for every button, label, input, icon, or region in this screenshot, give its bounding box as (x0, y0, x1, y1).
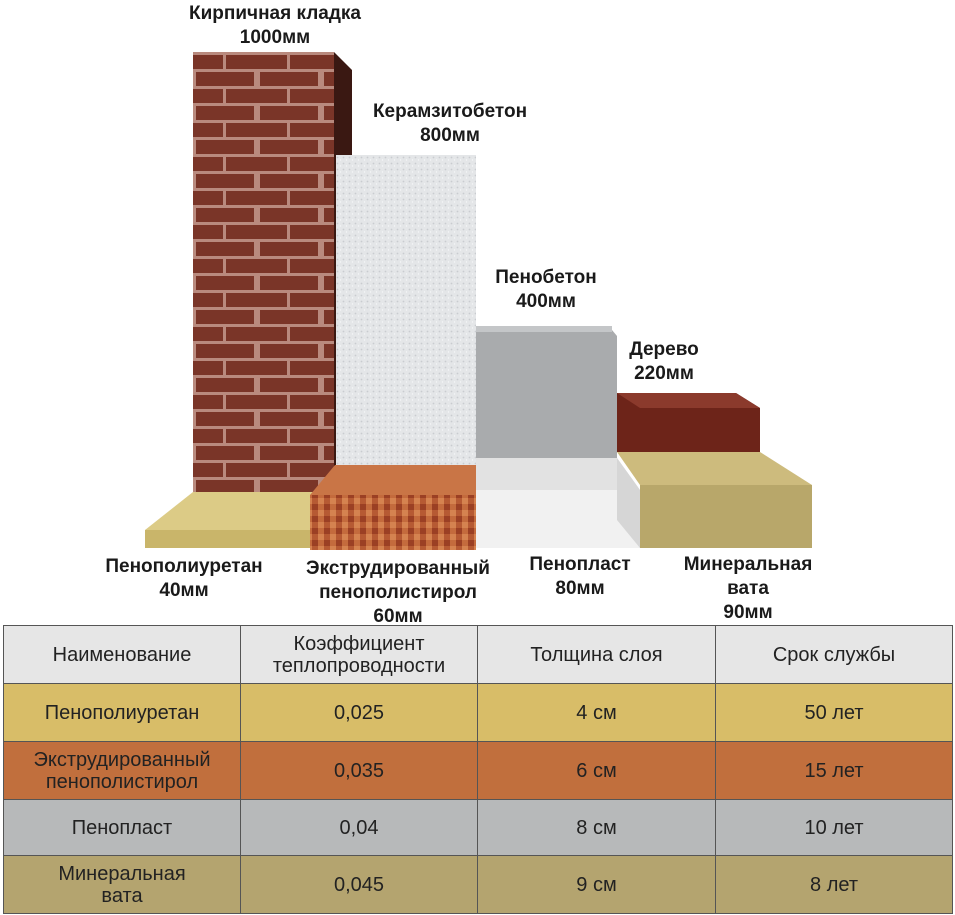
cell-life: 15 лет (715, 741, 953, 800)
cell-life: 50 лет (715, 683, 953, 742)
cell-thickness: 4 см (477, 683, 716, 742)
table-header-row: Наименование Коэффициент теплопроводност… (3, 625, 953, 684)
header-life: Срок службы (715, 625, 953, 684)
brick-masonry-block (193, 52, 352, 492)
label-eps-name-1: Экструдированный (306, 558, 490, 579)
label-minvata: Минеральная вата 90мм (666, 553, 830, 625)
header-coef: Коэффициент теплопроводности (240, 625, 478, 684)
materials-table: Наименование Коэффициент теплопроводност… (3, 625, 953, 914)
cell-coef: 0,045 (240, 855, 478, 914)
cell-thickness: 6 см (477, 741, 716, 800)
cell-coef: 0,04 (240, 799, 478, 856)
label-penoplast: Пенопласт 80мм (510, 553, 650, 601)
cell-coef: 0,025 (240, 683, 478, 742)
foam-plastic-slab (476, 458, 640, 548)
label-penoplast-name: Пенопласт (529, 554, 631, 575)
label-wood: Дерево 220мм (604, 338, 724, 386)
label-penobeton: Пенобетон 400мм (466, 266, 626, 314)
cell-thickness: 9 см (477, 855, 716, 914)
label-penobeton-name: Пенобетон (495, 267, 597, 288)
label-ppu-thickness: 40мм (159, 580, 209, 601)
label-brick: Кирпичная кладка 1000мм (160, 2, 390, 50)
label-keramzit-thickness: 800мм (420, 125, 480, 146)
label-minvata-name-1: Минеральная (683, 554, 813, 575)
label-eps-thickness: 60мм (373, 606, 423, 627)
cell-name: Минеральная вата (3, 855, 241, 914)
materials-illustration (145, 52, 812, 550)
table-row: Пенополиуретан 0,025 4 см 50 лет (3, 683, 953, 742)
extruded-polystyrene-slab (310, 465, 476, 550)
label-minvata-name-2: вата (727, 578, 769, 599)
cell-coef: 0,035 (240, 741, 478, 800)
mineral-wool-slab (617, 452, 812, 548)
keramzit-concrete-block (336, 155, 476, 465)
table-row: Экструдированный пенополистирол 0,035 6 … (3, 741, 953, 800)
cell-life: 8 лет (715, 855, 953, 914)
label-keramzit: Керамзитобетон 800мм (340, 100, 560, 148)
cell-thickness: 8 см (477, 799, 716, 856)
label-brick-thickness: 1000мм (239, 27, 311, 48)
label-keramzit-name: Керамзитобетон (372, 101, 528, 122)
label-wood-name: Дерево (629, 339, 699, 360)
cell-name: Пенопласт (3, 799, 241, 856)
header-name: Наименование (3, 625, 241, 684)
label-penobeton-thickness: 400мм (516, 291, 576, 312)
table-row: Пенопласт 0,04 8 см 10 лет (3, 799, 953, 856)
label-minvata-thickness: 90мм (723, 602, 773, 623)
wood-block (617, 393, 760, 452)
label-brick-name: Кирпичная кладка (189, 3, 361, 24)
table-row: Минеральная вата 0,045 9 см 8 лет (3, 855, 953, 914)
label-eps-name-2: пенополистирол (319, 582, 477, 603)
label-eps: Экструдированный пенополистирол 60мм (288, 557, 508, 629)
label-ppu-name: Пенополиуретан (105, 556, 263, 577)
cell-life: 10 лет (715, 799, 953, 856)
cell-name: Пенополиуретан (3, 683, 241, 742)
foam-concrete-block (476, 326, 617, 458)
label-ppu: Пенополиуретан 40мм (86, 555, 282, 603)
label-penoplast-thickness: 80мм (555, 578, 605, 599)
cell-name: Экструдированный пенополистирол (3, 741, 241, 800)
label-wood-thickness: 220мм (634, 363, 694, 384)
header-thickness: Толщина слоя (477, 625, 716, 684)
polyurethane-slab (145, 492, 335, 548)
